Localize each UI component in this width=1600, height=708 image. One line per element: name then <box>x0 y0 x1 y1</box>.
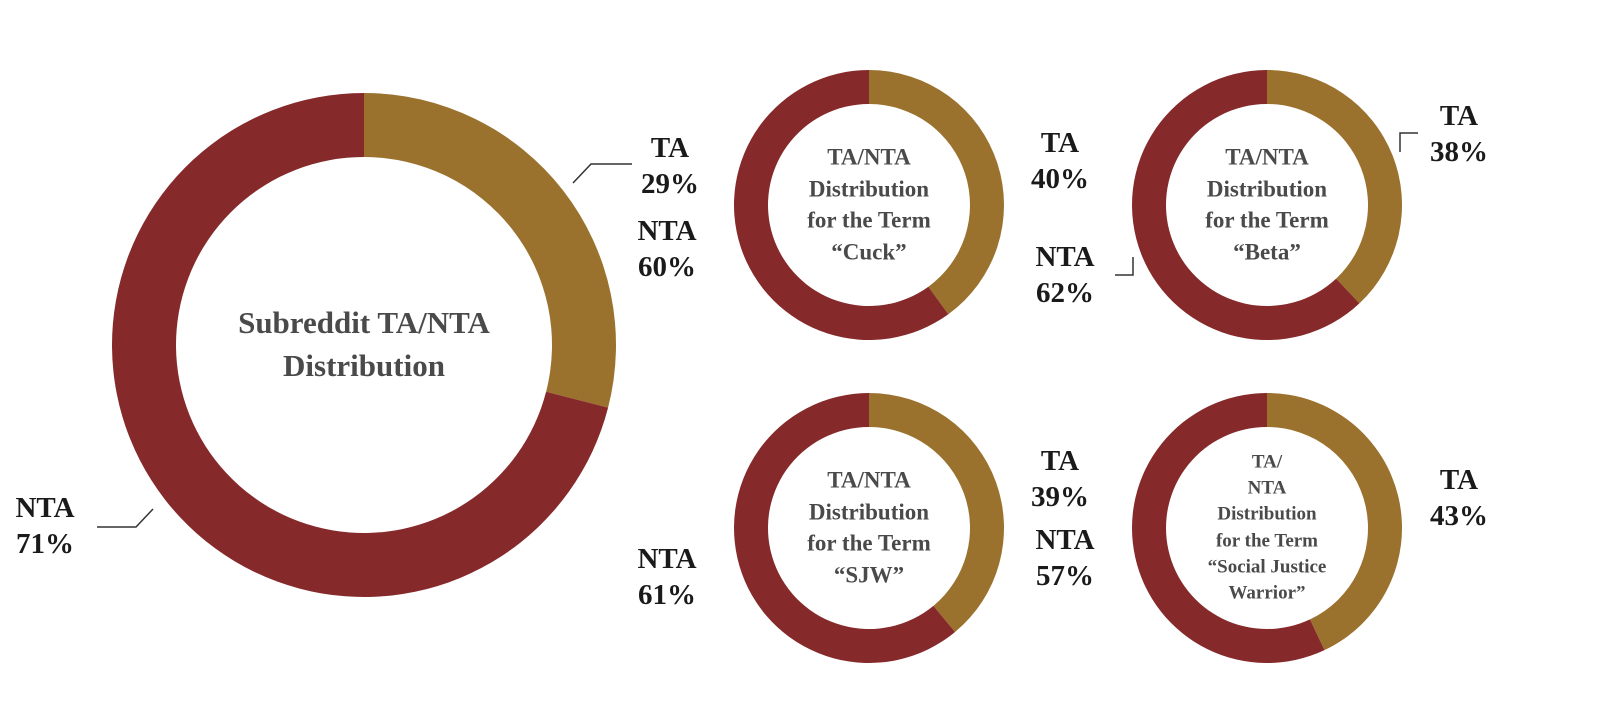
label-subreddit-nta: NTA 71% <box>0 490 100 563</box>
donut-title-text: TA/ NTA Distribution for the Term “Socia… <box>1207 451 1327 604</box>
label-value: 29% <box>641 168 699 201</box>
label-subreddit-ta: TA 29% <box>615 130 725 203</box>
label-value: 40% <box>1031 163 1089 196</box>
label-value: 38% <box>1430 136 1488 169</box>
label-value: 62% <box>1036 277 1094 310</box>
donut-title-sjw: TA/NTA Distribution for the Term “SJW” <box>779 465 959 592</box>
label-name: TA <box>1439 464 1479 496</box>
donut-slice-cuck-ta <box>869 70 1004 315</box>
donut-title-text: TA/NTA Distribution for the Term “Beta” <box>1205 144 1329 265</box>
donut-slice-social-justice-warrior-nta <box>1132 393 1325 663</box>
donut-title-social-justice-warrior: TA/ NTA Distribution for the Term “Socia… <box>1182 449 1352 606</box>
donut-slice-social-justice-warrior-ta <box>1267 393 1402 651</box>
label-name: NTA <box>1035 241 1095 273</box>
label-social-justice-warrior-ta: TA 43% <box>1404 462 1514 535</box>
label-sjw-ta: TA 39% <box>1005 443 1115 516</box>
label-name: TA <box>650 132 690 164</box>
donut-slice-sjw-nta <box>734 393 956 663</box>
label-name: TA <box>1040 127 1080 159</box>
leader-line-subreddit-nta <box>97 508 154 528</box>
donut-slice-subreddit-ta <box>364 93 616 408</box>
label-value: 60% <box>638 251 696 284</box>
label-name: NTA <box>637 215 697 247</box>
label-beta-nta: NTA 62% <box>1010 239 1120 312</box>
leader-line-beta-nta <box>1115 257 1134 276</box>
label-name: TA <box>1040 445 1080 477</box>
label-beta-ta: TA 38% <box>1404 98 1514 171</box>
label-social-justice-warrior-nta: NTA 57% <box>1010 522 1120 595</box>
donut-title-cuck: TA/NTA Distribution for the Term “Cuck” <box>779 142 959 269</box>
label-name: NTA <box>637 543 697 575</box>
donut-title-text: TA/NTA Distribution for the Term “SJW” <box>807 467 931 588</box>
label-name: NTA <box>15 492 75 524</box>
label-cuck-nta: NTA 60% <box>612 213 722 286</box>
label-name: TA <box>1439 100 1479 132</box>
donut-slice-cuck-nta <box>733 70 949 341</box>
donut-title-text: Subreddit TA/NTA Distribution <box>238 305 490 383</box>
leader-line-subreddit-ta <box>572 163 632 184</box>
label-value: 61% <box>638 579 696 612</box>
leader-line-beta-ta <box>1399 132 1418 152</box>
donut-slice-beta-nta <box>1132 70 1360 340</box>
label-value: 71% <box>16 528 74 561</box>
label-value: 43% <box>1430 500 1488 533</box>
donut-title-beta: TA/NTA Distribution for the Term “Beta” <box>1177 142 1357 269</box>
donut-title-subreddit: Subreddit TA/NTA Distribution <box>199 302 529 388</box>
donut-title-text: TA/NTA Distribution for the Term “Cuck” <box>807 144 931 265</box>
label-sjw-nta: NTA 61% <box>612 541 722 614</box>
donut-slice-beta-ta <box>1267 70 1402 304</box>
label-value: 57% <box>1036 560 1094 593</box>
label-value: 39% <box>1031 481 1089 514</box>
label-name: NTA <box>1035 524 1095 556</box>
label-cuck-ta: TA 40% <box>1005 125 1115 198</box>
donut-slice-sjw-ta <box>869 393 1004 633</box>
